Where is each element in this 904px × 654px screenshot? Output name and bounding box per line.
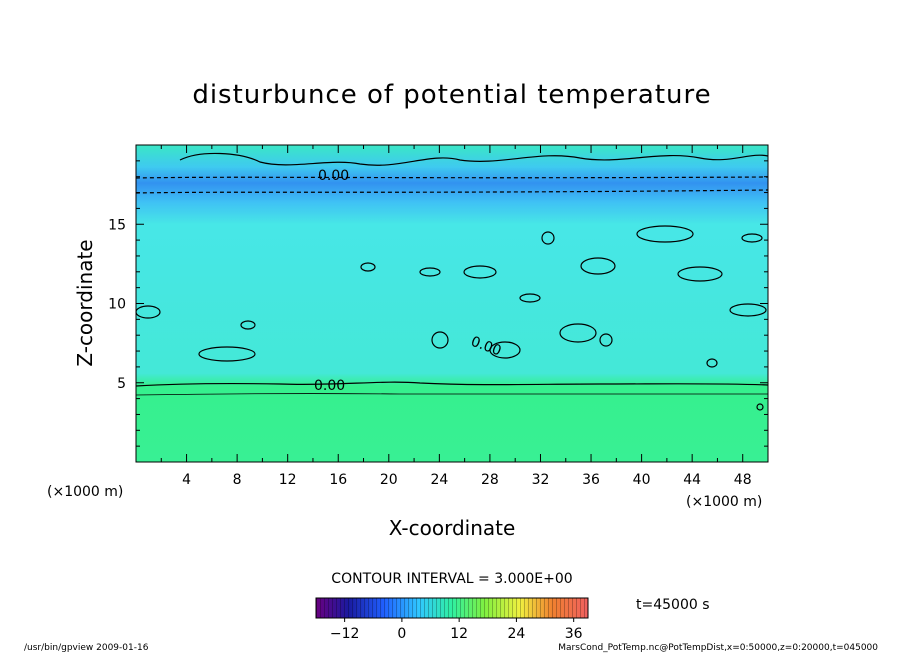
- contour-blob: [756, 403, 764, 411]
- contour-top: [179, 152, 769, 166]
- value-band: [136, 200, 768, 391]
- x-axis: 4 8 12 16 20 24 28 32 36 40 44 48: [160, 145, 752, 488]
- x-tick-label: 28: [481, 472, 499, 488]
- x-tick-label: 44: [683, 472, 701, 488]
- contour-blob: [431, 331, 449, 349]
- contour-dashed-1: [135, 176, 769, 179]
- contour-blob: [463, 265, 497, 279]
- value-band: [136, 168, 768, 201]
- contour-blob: [419, 267, 441, 277]
- colorbar-frame: [315, 597, 589, 619]
- contour-blob: [580, 257, 616, 275]
- y-tick-label: 15: [108, 217, 126, 233]
- contour-blob: [541, 231, 555, 245]
- y-axis-label: Z-coordinate: [73, 239, 97, 366]
- y-axis-unit: (×1000 m): [47, 484, 123, 500]
- contour-blob: [519, 293, 541, 303]
- contour-blob: [240, 320, 256, 330]
- contour-interval-label: CONTOUR INTERVAL = 3.000E+00: [331, 571, 572, 587]
- contour-blob: [198, 346, 256, 362]
- footer-right: MarsCond_PotTemp.nc@PotTempDist,x=0:5000…: [558, 643, 878, 653]
- contour-label: 0.00: [318, 168, 349, 184]
- x-tick-label: 32: [532, 472, 550, 488]
- value-band: [136, 390, 768, 462]
- contour-label: 0.00: [314, 378, 345, 394]
- colorbar: −12 0 12 24 36: [315, 597, 589, 642]
- value-bands: [136, 145, 768, 462]
- colorbar-stripes: [316, 598, 588, 618]
- x-tick-label: 12: [279, 472, 297, 488]
- y-axis: 5 10 15: [108, 160, 768, 447]
- colorbar-tick-label: −12: [330, 626, 360, 642]
- colorbar-tick-label: 24: [508, 626, 526, 642]
- colorbar-tick-label: 12: [450, 626, 468, 642]
- contour-lines: [135, 152, 769, 411]
- x-tick-label: 24: [430, 472, 448, 488]
- y-tick-label: 5: [117, 376, 126, 392]
- colorbar-tick-label: 0: [397, 626, 406, 642]
- contour-blob: [729, 303, 767, 317]
- contour-blob: [599, 333, 613, 347]
- chart-title: disturbunce of potential temperature: [192, 80, 711, 110]
- contour-lower-2: [135, 393, 769, 396]
- x-tick-label: 20: [380, 472, 398, 488]
- x-tick-label: 4: [182, 472, 191, 488]
- colorbar-tick-label: 36: [565, 626, 583, 642]
- contour-dashed-2: [135, 189, 769, 194]
- contour-blob: [741, 233, 763, 243]
- y-tick-label: 10: [108, 297, 126, 313]
- contour-blob: [677, 266, 723, 282]
- contour-blob: [360, 262, 376, 272]
- contour-blob: [559, 323, 597, 343]
- contour-blob: [489, 341, 521, 359]
- footer-left: /usr/bin/gpview 2009-01-16: [24, 643, 149, 653]
- contour-blob: [706, 358, 718, 368]
- x-tick-label: 8: [233, 472, 242, 488]
- plot-area: 0.00 0.00 0.00: [135, 144, 769, 463]
- x-axis-unit: (×1000 m): [686, 494, 762, 510]
- field-background: [136, 145, 768, 462]
- contour-zero-lower: [135, 381, 769, 387]
- x-tick-label: 40: [633, 472, 651, 488]
- contour-blob: [636, 225, 694, 243]
- x-axis-label: X-coordinate: [389, 516, 516, 540]
- time-label: t=45000 s: [636, 597, 710, 613]
- x-tick-label: 16: [329, 472, 347, 488]
- x-tick-label: 36: [582, 472, 600, 488]
- x-tick-label: 48: [734, 472, 752, 488]
- value-band: [136, 145, 768, 169]
- colorbar-ticks: −12 0 12 24 36: [330, 618, 583, 642]
